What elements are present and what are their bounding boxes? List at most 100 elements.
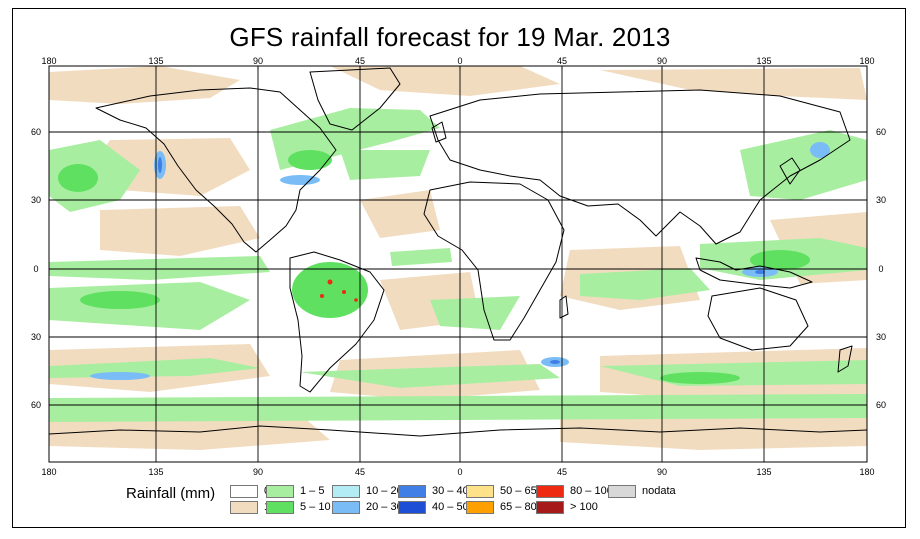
rain-band-southern-ocean-central [300,364,560,388]
lon-label-bottom-1: 180 [41,467,56,477]
lon-label-bottom-4: 45 [355,467,365,477]
madagascar-outline [559,295,569,319]
map-plot-area [49,66,867,462]
rain-zone-very-heavy [158,157,765,364]
longitude-labels-bottom: 180 135 90 45 0 45 90 135 180 [41,467,874,477]
rain-band-arctic-central [330,66,560,96]
australia-outline [707,287,809,351]
lon-label-top-4: 45 [355,56,365,66]
rain-band-tropical-pacific [100,206,260,256]
rain-band-antarctic-east [560,414,867,450]
legend-label-7: 40 – 50 [432,501,469,513]
latitude-labels-right: 60 30 0 30 60 [876,127,886,410]
legend-label-8: 50 – 65 [500,485,537,497]
lat-label-left-3: 0 [33,264,38,274]
lat-label-left-4: 30 [31,332,41,342]
legend-label-12: nodata [642,485,676,497]
graticule [49,66,867,462]
lon-label-bottom-2: 135 [148,467,163,477]
rain-cell-north-pacific [58,164,98,192]
rain-zone-light [49,66,867,450]
rain-cell-amazon-extreme-1 [327,279,333,285]
lat-label-right-3: 0 [878,264,883,274]
north-america-outline [95,87,337,253]
lon-label-top-2: 135 [148,56,163,66]
legend-label-3: 5 – 10 [300,501,331,513]
lat-label-left-2: 30 [31,195,41,205]
rain-band-arctic-west [49,66,240,104]
rain-cell-southern-indian-core [550,360,560,364]
lon-label-bottom-7: 90 [657,467,667,477]
lon-label-bottom-8: 135 [756,467,771,477]
legend-swatch-10 [536,485,564,498]
legend-swatch-12 [608,485,636,498]
rain-band-arctic-east [600,68,867,100]
tick-marks [48,66,868,70]
rain-cell-southern-ocean [660,372,740,384]
rain-cell-amazon-extreme-2 [342,290,346,294]
greenland-outline [309,67,401,131]
rain-band-atlantic-north [360,190,440,238]
legend-swatch-9 [466,501,494,514]
rain-band-north-atlantic [340,150,430,180]
legend-swatch-8 [466,485,494,498]
rain-band-east-asia [740,130,867,200]
legend-swatch-5 [332,501,360,514]
rain-cell-south-pacific [80,291,160,309]
map-title: GFS rainfall forecast for 19 Mar. 2013 [229,22,671,52]
lon-label-top-6: 45 [557,56,567,66]
lat-label-right-5: 60 [876,400,886,410]
legend-label-2: 1 – 5 [300,485,325,497]
rain-band-southern-ocean-deep [49,394,867,422]
rain-band-indian-ocean [580,268,710,300]
lat-label-right-4: 30 [876,332,886,342]
africa-outline [423,181,565,341]
rain-cell-indonesia-core [755,270,765,274]
south-america-outline [289,251,385,393]
legend-title: Rainfall (mm) [126,485,216,502]
rain-band-itcz-atlantic [390,248,452,266]
legend-swatch-2 [266,485,294,498]
legend-swatch-1 [230,501,258,514]
legend-label-4: 10 – 20 [366,485,403,497]
lat-label-right-1: 60 [876,127,886,137]
lon-label-top-5: 0 [457,56,462,66]
legend-swatch-6 [398,485,426,498]
rain-cell-southern-west [90,372,150,380]
rain-cell-amazon [292,262,368,318]
rain-zone-heavier [58,150,810,384]
rain-cell-kuroshio [810,142,830,158]
rain-band-itcz-pacific [49,256,270,280]
legend-label-10: 80 – 100 [570,485,613,497]
rain-cell-amazon-extreme-4 [354,298,358,302]
indonesia-outline [695,257,813,289]
rain-cell-aleutian-core [158,157,162,173]
new-zealand-outline [837,345,853,373]
lon-label-bottom-3: 90 [253,467,263,477]
legend-swatch-0 [230,485,258,498]
legend-label-9: 65 – 80 [500,501,537,513]
legend-swatch-3 [266,501,294,514]
legend-label-11: > 100 [570,501,598,513]
uk-outline [431,121,447,143]
legend-swatch-4 [332,485,360,498]
legend-label-6: 30 – 40 [432,485,469,497]
legend-swatch-11 [536,501,564,514]
eurasia-outline [429,89,851,245]
lon-label-top-7: 90 [657,56,667,66]
lat-label-right-2: 30 [876,195,886,205]
rain-band-south-atlantic [430,296,520,330]
legend-label-5: 20 – 30 [366,501,403,513]
lat-label-left-5: 60 [31,400,41,410]
lon-label-top-8: 135 [756,56,771,66]
rain-cell-amazon-extreme-3 [320,294,324,298]
latitude-labels-left: 60 30 0 30 60 [31,127,41,410]
japan-outline [779,157,801,185]
rain-cell-north-atlantic [288,150,332,170]
lon-label-top-3: 90 [253,56,263,66]
rain-cell-west-pacific [750,250,810,270]
rain-zone-extreme [320,279,358,302]
legend-swatch-7 [398,501,426,514]
rain-cell-atlantic-front [280,175,320,185]
